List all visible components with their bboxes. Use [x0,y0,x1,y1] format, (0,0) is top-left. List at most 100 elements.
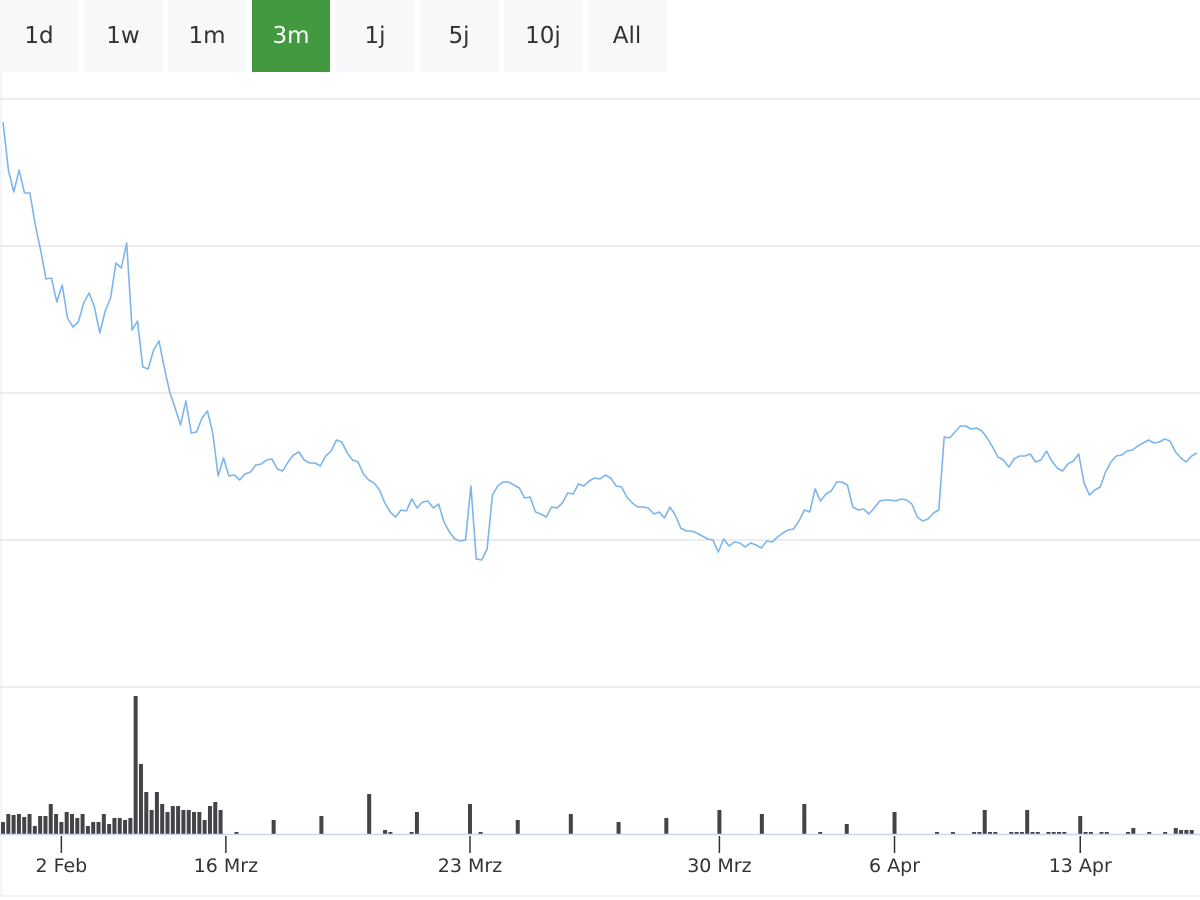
volume-bar [144,792,149,834]
volume-bar [388,832,393,834]
x-axis-tick-label: 2 Feb [35,855,87,877]
volume-bar [367,794,372,834]
volume-bar [207,806,212,834]
volume-bar [154,792,159,834]
volume-bar [568,814,573,834]
x-axis-tick-label: 6 Apr [869,855,920,877]
volume-bar [717,810,722,834]
range-selector: 1d 1w 1m 3m 1j 5j 10j All [0,0,666,72]
volume-bar [38,816,43,834]
volume-bar [982,810,987,834]
volume-bar [1057,832,1062,834]
volume-bar [112,818,117,834]
volume-bar [22,817,27,834]
volume-bar [892,812,897,834]
volume-bar [1009,832,1014,834]
volume-bar [91,822,96,834]
volume-bar [1035,832,1040,834]
range-button-3m[interactable]: 3m [252,0,330,72]
volume-bar [75,818,80,834]
volume-bar [972,832,977,834]
volume-bar [1088,832,1093,834]
volume-bar [96,822,101,834]
volume-bar [128,818,133,834]
range-button-1w[interactable]: 1w [84,0,162,72]
volume-bar [1019,832,1024,834]
volume-bar [16,814,21,834]
volume-bar [1030,832,1035,834]
range-button-10j[interactable]: 10j [504,0,582,72]
volume-bar [1,822,5,834]
volume-bar [218,810,223,834]
volume-bar [1046,832,1051,834]
volume-bar [54,814,59,834]
volume-bar [64,812,69,834]
volume-bar [6,814,11,834]
volume-bar [478,832,483,834]
x-axis-tick-label: 13 Apr [1049,855,1112,877]
x-axis-tick-label: 16 Mrz [194,855,258,877]
volume-bar [950,832,955,834]
volume-bar [48,804,53,834]
volume-bar [11,815,16,834]
range-button-1d[interactable]: 1d [0,0,78,72]
volume-bar [186,810,191,834]
range-button-1j[interactable]: 1j [336,0,414,72]
volume-bar [1173,828,1178,834]
volume-bar [818,832,823,834]
volume-bar [271,820,276,834]
volume-bar [192,812,197,834]
volume-bar [1025,810,1030,834]
volume-bar [988,832,993,834]
range-button-1m[interactable]: 1m [168,0,246,72]
volume-bar [176,806,181,834]
volume-bar [934,832,939,834]
volume-bar [414,812,419,834]
volume-bar [1126,832,1131,834]
price-line [2,121,1198,561]
volume-bar [170,806,175,834]
volume-bar [59,822,64,834]
volume-bar [467,804,472,834]
volume-bar [616,822,621,834]
volume-bar [515,820,520,834]
range-button-5j[interactable]: 5j [420,0,498,72]
volume-bar [993,832,998,834]
volume-bar [1163,832,1168,834]
volume-bar [1078,816,1083,834]
volume-bar [1189,830,1194,834]
volume-bar [32,826,37,834]
volume-bar [802,804,807,834]
volume-bar [69,814,74,834]
volume-bar [1147,832,1152,834]
volume-bar [165,812,170,834]
volume-bar [759,814,764,834]
volume-bar [1131,828,1136,834]
volume-bar [319,816,324,834]
volume-bar [27,814,32,834]
volume-bar [1179,830,1184,834]
volume-bar [160,804,165,834]
volume-bar [1062,832,1067,834]
volume-bar [1099,832,1104,834]
volume-bar [383,830,388,834]
volume-bar [213,802,218,834]
x-axis-tick-label: 30 Mrz [687,855,751,877]
volume-bar [1051,832,1056,834]
volume-bar [202,820,207,834]
volume-bar [1014,832,1019,834]
volume-bar [664,818,669,834]
volume-bar [844,824,849,834]
volume-bar [85,826,90,834]
volume-bar [149,810,154,834]
volume-bar [977,832,982,834]
volume-bar [234,832,239,834]
range-button-all[interactable]: All [588,0,666,72]
x-axis-tick-label: 23 Mrz [438,855,502,877]
volume-bar [117,818,122,834]
volume-bar [43,816,48,834]
volume-bar [123,820,128,834]
volume-bar [197,812,202,834]
volume-bar [1083,832,1088,834]
